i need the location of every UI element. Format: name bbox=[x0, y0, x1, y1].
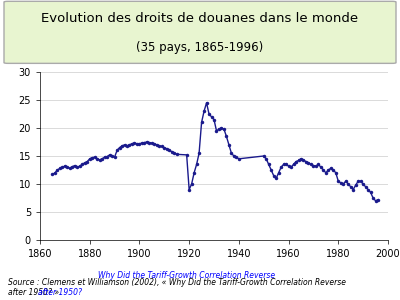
Text: Evolution des droits de douanes dans le monde: Evolution des droits de douanes dans le … bbox=[42, 12, 358, 25]
FancyBboxPatch shape bbox=[4, 1, 396, 63]
Text: Why Did the Tariff-Growth Correlation Reverse: Why Did the Tariff-Growth Correlation Re… bbox=[98, 272, 275, 280]
Text: after 1950?: after 1950? bbox=[38, 288, 82, 297]
Text: (35 pays, 1865-1996): (35 pays, 1865-1996) bbox=[136, 41, 264, 54]
Text: Source : Clemens et Williamson (2002), « Why Did the Tariff-Growth Correlation R: Source : Clemens et Williamson (2002), «… bbox=[8, 278, 346, 297]
